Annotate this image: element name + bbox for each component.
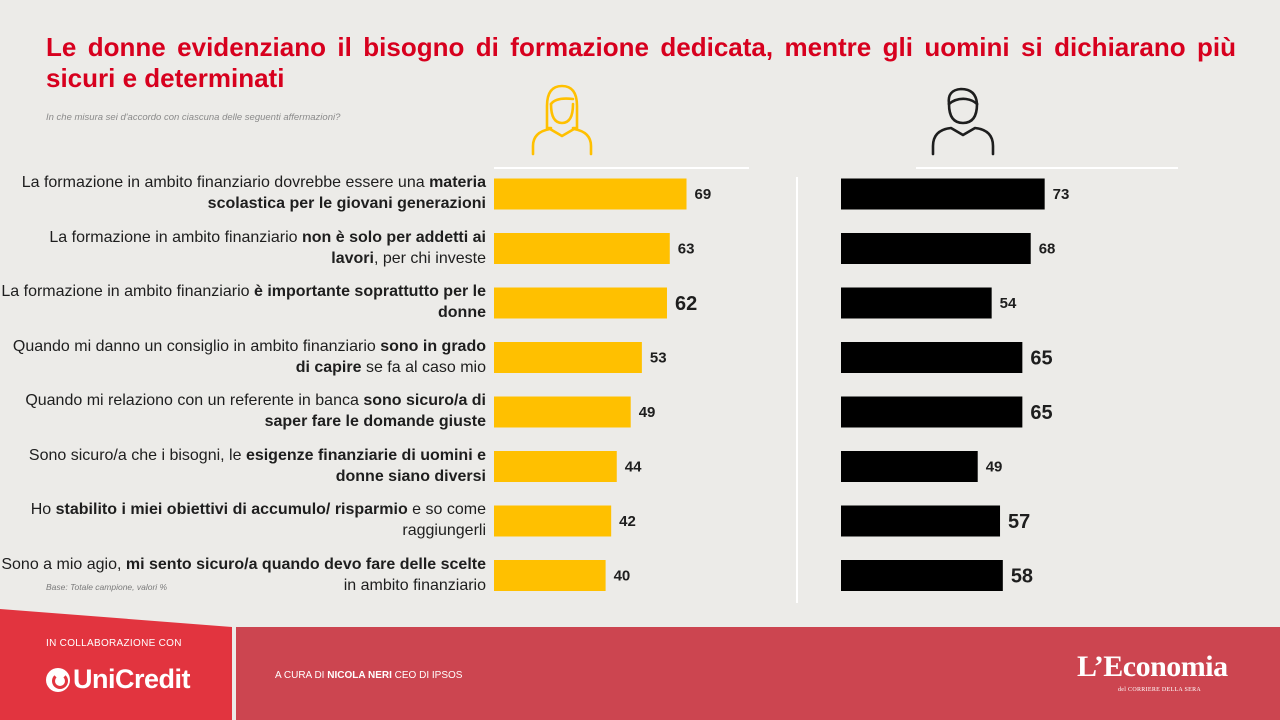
leconomia-subtitle: del CORRIERE DELLA SERA bbox=[1118, 687, 1202, 693]
bar bbox=[841, 287, 992, 319]
value-label: 65 bbox=[1030, 402, 1052, 424]
women-header-line bbox=[494, 167, 749, 169]
bar bbox=[841, 396, 1023, 428]
bar bbox=[494, 233, 670, 264]
bar bbox=[494, 560, 606, 591]
value-label: 58 bbox=[1011, 566, 1033, 588]
value-label: 62 bbox=[675, 293, 697, 315]
unicredit-wordmark: UniCredit bbox=[73, 664, 191, 694]
survey-question: In che misura sei d'accordo con ciascuna… bbox=[46, 112, 341, 123]
statement-label: Ho stabilito i miei obiettivi di accumul… bbox=[30, 501, 486, 539]
statement-label: Quando mi danno un consiglio in ambito f… bbox=[12, 337, 486, 376]
statement-label: La formazione in ambito finanziario è im… bbox=[1, 283, 486, 321]
man-icon bbox=[931, 87, 995, 156]
value-label: 53 bbox=[650, 350, 667, 367]
statement-label: Sono a mio agio, mi sento sicuro/a quand… bbox=[1, 555, 486, 594]
column-divider bbox=[796, 177, 798, 603]
bar bbox=[494, 178, 687, 210]
statement-label: La formazione in ambito finanziario non … bbox=[49, 228, 486, 267]
value-label: 49 bbox=[639, 404, 656, 421]
bar bbox=[494, 342, 642, 373]
men-header-line bbox=[916, 167, 1178, 169]
bar bbox=[494, 287, 667, 319]
men-series: 73 68 54 65 65 49 57 58 bbox=[841, 178, 1070, 591]
bar bbox=[494, 396, 631, 428]
bar bbox=[841, 505, 1001, 537]
leconomia-logo: L’Economia bbox=[1077, 650, 1228, 683]
footer-tab bbox=[0, 609, 232, 627]
bar bbox=[841, 451, 978, 482]
bar bbox=[841, 178, 1045, 210]
woman-icon bbox=[531, 84, 593, 156]
value-label: 65 bbox=[1030, 348, 1052, 370]
bar bbox=[841, 560, 1003, 591]
statement-label: Sono sicuro/a che i bisogni, le esigenze… bbox=[28, 446, 486, 485]
curated-by: A CURA DI NICOLA NERI CEO DI IPSOS bbox=[275, 670, 463, 681]
bar bbox=[841, 342, 1023, 373]
value-label: 42 bbox=[619, 513, 636, 530]
collaboration-label: IN COLLABORAZIONE CON bbox=[46, 638, 182, 649]
footer-banner bbox=[236, 627, 1280, 720]
value-label: 73 bbox=[1053, 186, 1070, 203]
value-label: 63 bbox=[678, 241, 695, 258]
women-series: 69 63 62 53 49 44 42 40 bbox=[494, 178, 712, 591]
unicredit-logo: UniCredit bbox=[46, 664, 191, 695]
value-label: 68 bbox=[1039, 241, 1056, 258]
value-label: 49 bbox=[986, 459, 1003, 476]
statement-label: Quando mi relaziono con un referente in … bbox=[25, 392, 486, 430]
slide-title: Le donne evidenziano il bisogno di forma… bbox=[46, 32, 1236, 93]
value-label: 54 bbox=[1000, 295, 1017, 312]
bar bbox=[494, 505, 612, 537]
author-name: NICOLA NERI bbox=[327, 670, 392, 681]
bar bbox=[841, 233, 1031, 264]
value-label: 40 bbox=[614, 568, 631, 585]
value-label: 69 bbox=[695, 186, 712, 203]
value-label: 44 bbox=[625, 459, 642, 476]
bar bbox=[494, 451, 617, 482]
footer-partner-panel bbox=[0, 627, 232, 720]
value-label: 57 bbox=[1008, 511, 1030, 533]
base-note: Base: Totale campione, valori % bbox=[46, 582, 168, 592]
statement-label: La formazione in ambito finanziario dovr… bbox=[21, 174, 486, 212]
unicredit-mark-icon bbox=[46, 667, 70, 692]
